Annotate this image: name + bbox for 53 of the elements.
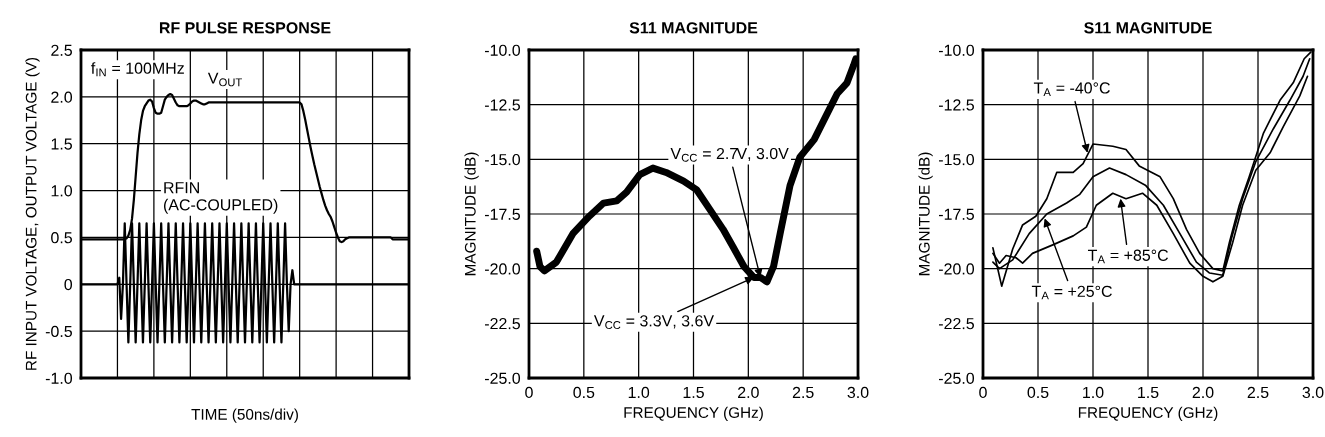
chart-title: S11 MAGNITUDE (1084, 22, 1212, 34)
x-axis-title: TIME (50ns/div) (191, 408, 298, 423)
x-tick-label: 0 (979, 386, 987, 399)
annotation: T$_{A}$ = +85°C (1087, 249, 1169, 264)
x-tick-label: 2.0 (1192, 386, 1214, 399)
y-tick-label: -12.5 (938, 99, 974, 111)
annotation: T$_{A}$ = +25°C (1031, 285, 1112, 300)
y-tick-label: -22.5 (938, 317, 974, 330)
y-tick-label: -1.0 (45, 372, 73, 384)
y-tick-label: -15.0 (484, 153, 521, 166)
y-tick-label: -20.0 (938, 263, 975, 275)
x-tick-label: 3.0 (1302, 386, 1324, 399)
x-tick-label: 0.5 (573, 386, 595, 399)
x-tick-label: 2.0 (738, 386, 759, 399)
x-tick-label: 1.5 (1138, 386, 1159, 399)
y-tick-label: -22.5 (484, 317, 520, 330)
y-tick-label: -12.5 (484, 99, 520, 111)
series-label: RFIN (AC-COUPLED) (163, 182, 278, 214)
y-tick-label: -15.0 (938, 153, 975, 166)
y-tick-label: 0.5 (51, 232, 72, 244)
y-tick-label: -17.5 (938, 208, 974, 220)
annotation: T$_{A}$ = -40°C (1033, 82, 1110, 96)
chart-title: S11 MAGNITUDE (629, 22, 758, 34)
y-axis-title: MAGNITUDE (dB) (918, 152, 933, 276)
x-tick-label: 2.5 (792, 386, 814, 399)
chart-title: RF PULSE RESPONSE (159, 22, 331, 34)
x-tick-label: 0 (525, 386, 533, 399)
y-tick-label: -0.5 (45, 325, 72, 338)
annotation: f$_{IN}$ = 100MHz (91, 62, 184, 77)
y-tick-label: -10.0 (938, 44, 975, 56)
y-tick-label: -20.0 (484, 263, 521, 275)
series-label: V$_{OUT}$ (207, 72, 242, 87)
x-tick-label: 2.5 (1247, 386, 1269, 399)
x-axis-title: FREQUENCY (GHz) (624, 406, 763, 422)
y-tick-label: 0 (64, 278, 73, 291)
x-tick-label: 0.5 (1027, 386, 1049, 399)
y-tick-label: -25.0 (938, 372, 975, 384)
x-axis-title: FREQUENCY (GHz) (1078, 406, 1218, 422)
x-tick-label: 1.5 (683, 386, 704, 399)
y-tick-label: -10.0 (484, 44, 521, 56)
y-axis-title: MAGNITUDE (dB) (464, 152, 479, 276)
y-tick-label: 1.5 (51, 138, 72, 150)
y-tick-label: 2.0 (51, 91, 73, 103)
y-tick-label: -17.5 (484, 208, 520, 220)
y-tick-label: -25.0 (484, 372, 521, 384)
y-axis-title: RF INPUT VOLTAGE, OUTPUT VOLTAGE (V) (25, 57, 40, 370)
x-tick-label: 1.0 (628, 386, 650, 399)
x-tick-label: 1.0 (1083, 386, 1104, 399)
x-tick-label: 3.0 (847, 386, 869, 399)
annotation: V$_{CC}$ = 2.7V, 3.0V (670, 147, 789, 162)
y-tick-label: 2.5 (51, 44, 72, 56)
y-tick-label: 1.0 (51, 185, 73, 197)
annotation: V$_{CC}$ = 3.3V, 3.6V (593, 315, 714, 329)
